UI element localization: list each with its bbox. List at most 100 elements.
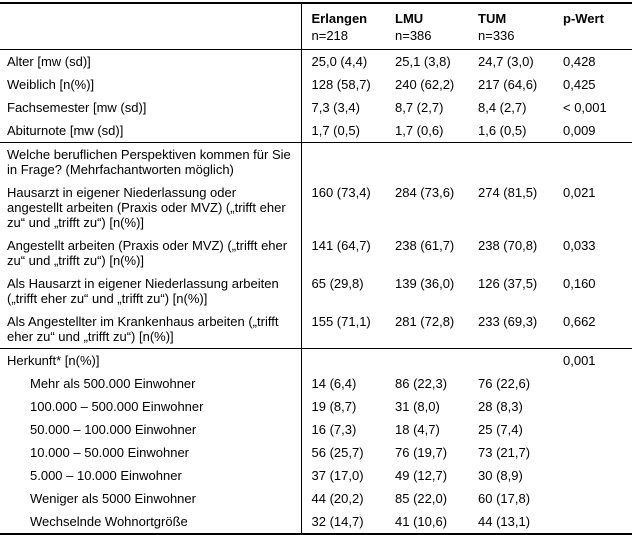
cell-value: 0,428 (563, 54, 596, 69)
table-row: Wechselnde Wohnortgröße 32 (14,7) 41 (10,6… (0, 510, 632, 535)
cell-value: 141 (64,7) (300, 234, 385, 272)
cell-value: 19 (8,7) (300, 395, 385, 418)
cell-value: 240 (62,2) (395, 77, 455, 92)
cell-value: 76 (22,6) (478, 376, 531, 391)
cell-value: 238 (61,7) (395, 238, 455, 253)
cell-value (300, 142, 385, 181)
table-row: Als Hausarzt in eigener Niederlassung ar… (0, 272, 632, 310)
column-header-erlangen: Erlangen (300, 3, 385, 28)
row-label: Weniger als 5000 Einwohner (30, 491, 196, 506)
cell-value: 24,7 (3,0) (478, 54, 534, 69)
cell-value: 65 (29,8) (300, 272, 385, 310)
column-header-tum: TUM (478, 11, 507, 26)
header-empty-cell (0, 3, 301, 28)
row-label: Welche beruflichen Perspektiven kommen f… (0, 142, 301, 181)
column-n-tum: n=336 (468, 28, 553, 50)
table-row: Herkunft* [n(%)] 0,001 (0, 348, 632, 372)
cell-value: 1,6 (0,5) (478, 123, 527, 138)
table-row: Abiturnote [mw (sd)] 1,7 (0,5) 1,7 (0,6) 1,… (0, 119, 632, 143)
row-label: Mehr als 500.000 Einwohner (30, 376, 196, 391)
cell-value (553, 142, 632, 181)
header-empty-subcell (0, 28, 301, 50)
cell-value: 0,033 (563, 238, 596, 253)
table-row: 10.000 – 50.000 Einwohner 56 (25,7) 76 (19… (0, 441, 632, 464)
cell-value: 281 (72,8) (395, 314, 455, 329)
row-label: Angestellt arbeiten (Praxis oder MVZ) („… (7, 238, 288, 268)
cell-value: 128 (58,7) (300, 73, 385, 96)
cell-value: 25 (7,4) (478, 422, 523, 437)
cell-value: 31 (8,0) (395, 399, 440, 414)
cell-value: 32 (14,7) (300, 510, 385, 535)
cell-value: 7,3 (3,4) (300, 96, 385, 119)
row-label: Wechselnde Wohnortgröße (30, 514, 188, 529)
cell-value: 1,7 (0,5) (300, 119, 385, 143)
cell-value (553, 441, 632, 464)
table-row: Weiblich [n(%)] 128 (58,7) 240 (62,2) 217 (… (0, 73, 632, 96)
header-subrow: n=218 n=386 n=336 (0, 28, 632, 50)
cell-value: 30 (8,9) (478, 468, 523, 483)
cell-value: 76 (19,7) (395, 445, 448, 460)
cell-value: 8,4 (2,7) (478, 100, 527, 115)
cell-value (553, 510, 632, 535)
cell-value: 0,662 (563, 314, 596, 329)
table-row: Weniger als 5000 Einwohner 44 (20,2) 85 (2… (0, 487, 632, 510)
cell-value: 56 (25,7) (300, 441, 385, 464)
cell-value (385, 142, 468, 181)
cell-value (468, 348, 553, 372)
cell-value: 284 (73,6) (395, 185, 455, 200)
table-row: Fachsemester [mw (sd)] 7,3 (3,4) 8,7 (2,7)… (0, 96, 632, 119)
row-label: Als Hausarzt in eigener Niederlassung ar… (7, 276, 279, 306)
cell-value (553, 372, 632, 395)
table-row: Als Angestellter im Krankenhaus arbeiten… (0, 310, 632, 349)
row-label: Als Angestellter im Krankenhaus arbeiten… (7, 314, 279, 344)
row-label: 10.000 – 50.000 Einwohner (30, 445, 190, 460)
cell-value: 1,7 (0,6) (395, 123, 444, 138)
table-row: Angestellt arbeiten (Praxis oder MVZ) („… (0, 234, 632, 272)
row-label: 5.000 – 10.000 Einwohner (30, 468, 182, 483)
table-row: Mehr als 500.000 Einwohner 14 (6,4) 86 (22… (0, 372, 632, 395)
row-label: 50.000 – 100.000 Einwohner (30, 422, 197, 437)
row-label: Abiturnote [mw (sd)] (7, 123, 124, 138)
cell-value: 274 (81,5) (478, 185, 538, 200)
cell-value: 86 (22,3) (395, 376, 448, 391)
cell-value: 49 (12,7) (395, 468, 448, 483)
cell-value: 25,0 (4,4) (300, 49, 385, 73)
table-row: 5.000 – 10.000 Einwohner 37 (17,0) 49 (12,… (0, 464, 632, 487)
cell-value: 14 (6,4) (300, 372, 385, 395)
cell-value: 0,009 (563, 123, 596, 138)
cell-value: 233 (69,3) (478, 314, 538, 329)
column-n-erlangen: n=218 (300, 28, 385, 50)
row-label: Alter [mw (sd)] (7, 54, 91, 69)
cell-value: 18 (4,7) (395, 422, 440, 437)
cell-value: 85 (22,0) (395, 491, 448, 506)
header-row: Erlangen LMU TUM p-Wert (0, 3, 632, 28)
cell-value: 139 (36,0) (395, 276, 455, 291)
cell-value: 73 (21,7) (478, 445, 531, 460)
cell-value (553, 464, 632, 487)
cell-value: 60 (17,8) (478, 491, 531, 506)
table-row: Alter [mw (sd)] 25,0 (4,4) 25,1 (3,8) 24,7 … (0, 49, 632, 73)
cell-value: 25,1 (3,8) (395, 54, 451, 69)
cell-value (553, 487, 632, 510)
cell-value (553, 418, 632, 441)
row-label: Herkunft* [n(%)] (0, 348, 301, 372)
table-row: 50.000 – 100.000 Einwohner 16 (7,3) 18 (4,… (0, 418, 632, 441)
cell-value (300, 348, 385, 372)
cell-value: 126 (37,5) (478, 276, 538, 291)
cell-value: 155 (71,1) (300, 310, 385, 349)
cell-value: 37 (17,0) (300, 464, 385, 487)
cell-value: 16 (7,3) (300, 418, 385, 441)
cell-value: 160 (73,4) (300, 181, 385, 234)
cell-value: 8,7 (2,7) (395, 100, 444, 115)
column-header-pwert: p-Wert (563, 11, 604, 26)
cell-value (385, 348, 468, 372)
row-label: Fachsemester [mw (sd)] (7, 100, 147, 115)
table-body: Alter [mw (sd)] 25,0 (4,4) 25,1 (3,8) 24,7 … (0, 49, 632, 535)
cell-value (468, 142, 553, 181)
cell-value: 0,425 (563, 77, 596, 92)
table-row: Welche beruflichen Perspektiven kommen f… (0, 142, 632, 181)
row-label: Weiblich [n(%)] (7, 77, 95, 92)
cell-value: 238 (70,8) (478, 238, 538, 253)
